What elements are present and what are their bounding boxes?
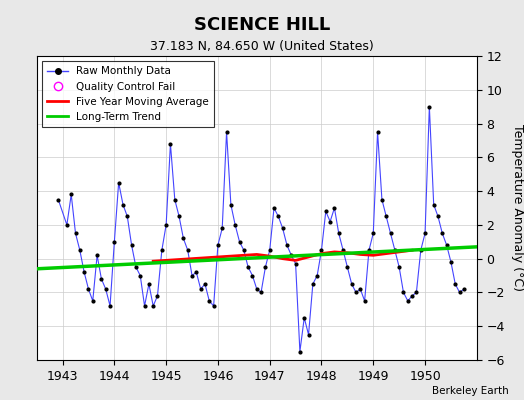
Legend: Raw Monthly Data, Quality Control Fail, Five Year Moving Average, Long-Term Tren: Raw Monthly Data, Quality Control Fail, … <box>42 61 214 127</box>
Text: 37.183 N, 84.650 W (United States): 37.183 N, 84.650 W (United States) <box>150 40 374 53</box>
Y-axis label: Temperature Anomaly (°C): Temperature Anomaly (°C) <box>511 124 524 292</box>
Text: Berkeley Earth: Berkeley Earth <box>432 386 508 396</box>
Text: SCIENCE HILL: SCIENCE HILL <box>194 16 330 34</box>
